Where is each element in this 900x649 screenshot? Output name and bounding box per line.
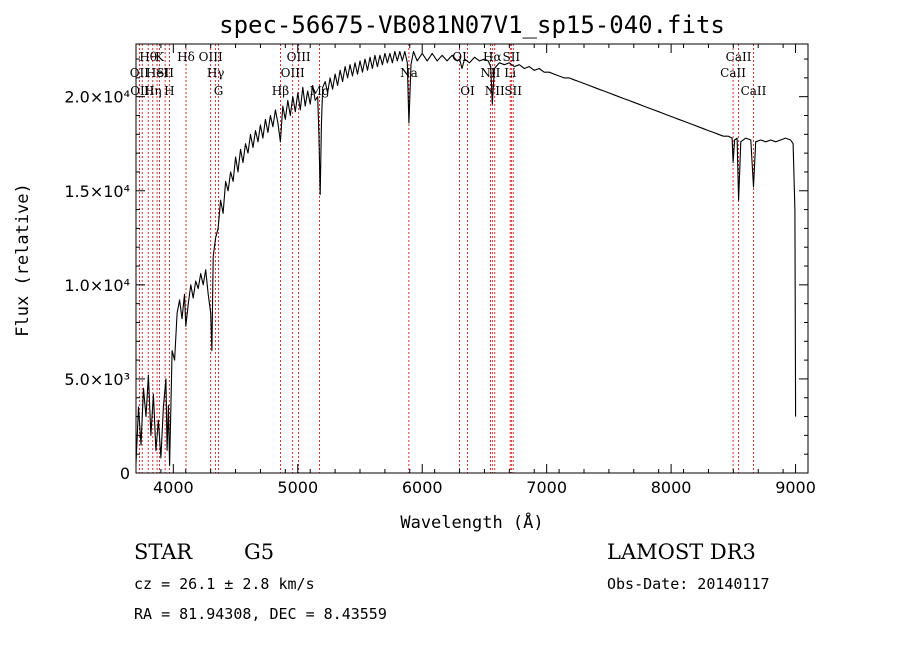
spectral-line-label: SII	[156, 66, 174, 80]
spectral-line-label: OI	[460, 84, 475, 98]
x-tick-label: 8000	[651, 478, 692, 497]
spectral-line-label: SII	[502, 50, 520, 64]
x-axis: 4000 5000 6000 7000 8000 9000	[135, 44, 816, 497]
spectral-line-label: NII	[485, 84, 505, 98]
y-tick-label: 1.0×10⁴	[64, 276, 130, 295]
spectral-line-label: CaII	[741, 84, 767, 98]
y-tick-label: 5.0×10³	[64, 370, 130, 389]
spectral-line-label: Na	[400, 66, 418, 80]
subclass: G5	[244, 540, 275, 564]
spectral-line-label: Hθ	[139, 50, 157, 64]
flux-line	[135, 50, 797, 467]
spectral-line-label: K	[155, 50, 165, 64]
spectral-line-label: CaII	[720, 66, 746, 80]
spectral-line-markers	[138, 44, 754, 473]
spectral-line-label: Hα	[483, 50, 502, 64]
spectral-line-label: OIII	[199, 50, 223, 64]
spectral-line-label: HeI	[146, 66, 169, 80]
spectral-line-label: OIII	[281, 66, 305, 80]
spectral-line-label: CaII	[726, 50, 752, 64]
spectral-line-label: OII	[130, 66, 150, 80]
y-axis-label: Flux (relative)	[13, 183, 33, 337]
y-tick-label: 0	[120, 464, 130, 483]
spectral-line-label: Hβ	[272, 84, 289, 98]
spectral-line-label: H	[164, 84, 174, 98]
x-axis-label: Wavelength (Å)	[400, 511, 543, 533]
x-tick-label: 4000	[153, 478, 194, 497]
spectral-line-label: Hη	[144, 84, 162, 98]
redshift-velocity: cz = 26.1 ± 2.8 km/s	[134, 575, 315, 593]
spectral-line-label: Hγ	[207, 66, 225, 80]
x-tick-label: 7000	[526, 478, 567, 497]
object-type: STAR	[134, 540, 193, 564]
spectral-line-label: Li	[504, 66, 516, 80]
flux-series	[135, 50, 797, 467]
coordinates: RA = 81.94308, DEC = 8.43559	[134, 605, 387, 623]
survey-name: LAMOST DR3	[607, 540, 756, 564]
y-axis: 0 5.0×10³ 1.0×10⁴ 1.5×10⁴ 2.0×10⁴	[64, 58, 808, 483]
spectral-line-label: G	[214, 84, 224, 98]
chart-title: spec-56675-VB081N07V1_sp15-040.fits	[219, 11, 725, 39]
plot-frame	[135, 43, 809, 474]
y-tick-label: 1.5×10⁴	[64, 182, 130, 201]
x-tick-label: 5000	[277, 478, 318, 497]
observation-date: Obs-Date: 20140117	[607, 575, 770, 593]
x-tick-label: 6000	[402, 478, 443, 497]
spectral-line-label: OI	[452, 50, 467, 64]
y-tick-label: 2.0×10⁴	[64, 88, 130, 107]
spectral-line-label: Hδ	[177, 50, 195, 64]
spectral-line-label: SII	[504, 84, 522, 98]
x-tick-label: 9000	[775, 478, 816, 497]
spectral-line-label: OIII	[287, 50, 311, 64]
